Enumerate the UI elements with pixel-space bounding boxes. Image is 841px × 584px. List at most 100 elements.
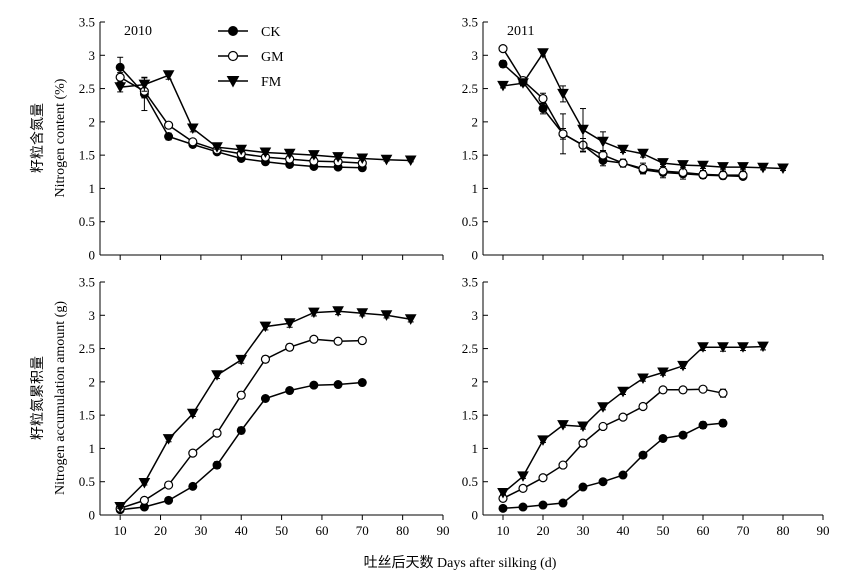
panel-bottom-left: 0 0.5 1 1.5 2 2.5 3 3.5 10 20 30 40 50 60 70 80 90 [79,275,450,539]
data-point-ck [698,420,708,430]
data-point-fm [235,144,248,156]
data-point-ck [618,470,628,480]
series-fm [497,48,789,175]
y-tick-label: 0 [472,508,479,523]
series-line-gm [502,48,743,176]
ylabel-top-en: Nitrogen content (%) [53,78,68,197]
data-point-fm [332,152,344,163]
y-tick-label: 3.5 [79,15,95,30]
x-tick-label: 10 [114,523,127,538]
data-point-gm [139,495,149,505]
data-point-fm [597,136,609,148]
data-point-fm [597,402,609,413]
x-tick-label: 50 [275,523,288,538]
data-point-fm [537,48,549,59]
data-point-gm [538,93,548,104]
data-point-fm [332,306,344,317]
series-line-ck [502,422,724,510]
data-point-gm [212,428,222,438]
data-point-fm [577,124,589,136]
data-point-ck [188,481,198,491]
series-gm [498,384,728,503]
y-tick-label: 1.5 [79,408,95,423]
x-tick-label: 30 [577,523,590,538]
y-tick-label: 2.5 [462,341,478,356]
data-point-fm [259,147,272,159]
data-point-gm [333,336,343,346]
data-point-gm [188,448,198,458]
data-point-ck [164,132,174,142]
y-tick-label: 2 [472,374,479,389]
panels: 00.511.522.533.5201000.511.522.533.52011… [79,15,830,539]
data-point-gm [598,150,608,160]
data-point-ck [357,378,367,388]
data-point-ck [558,498,568,508]
data-point-fm [259,321,272,333]
x-tick-label: 90 [817,523,830,538]
data-point-fm [380,154,393,166]
data-point-gm [598,421,608,432]
data-point-fm [657,367,669,379]
data-point-gm [164,480,174,490]
y-tick-label: 3 [89,308,96,323]
series-ck [498,418,728,513]
x-tick-label: 70 [737,523,750,538]
series-line-fm [119,310,411,508]
data-point-fm [697,160,709,172]
x-tick-label: 80 [777,523,790,538]
x-tick-label: 20 [154,523,167,538]
data-point-fm [697,342,709,353]
x-tick-label: 40 [235,523,248,538]
data-point-fm [356,308,369,319]
data-point-ck [115,62,125,72]
y-tick-label: 1.5 [462,408,478,423]
data-point-gm [558,460,568,470]
x-tick-label: 80 [396,523,409,538]
data-point-fm [637,373,649,385]
data-point-fm [517,471,529,482]
data-point-fm [677,160,689,171]
data-point-gm [678,385,688,395]
data-point-gm [357,335,367,346]
data-point-fm [757,162,769,174]
data-point-fm [380,310,393,321]
data-point-fm [283,318,296,329]
data-point-fm [637,148,649,160]
data-point-fm [404,314,417,325]
data-point-ck [538,500,548,510]
y-tick-label: 3.5 [79,275,95,290]
y-tick-label: 3 [472,48,479,63]
ylabel-bottom-cn: 籽粒氮累积量 [30,356,46,440]
data-point-ck [718,418,728,428]
data-point-gm [285,342,295,352]
data-point-fm [162,434,175,445]
data-point-ck [309,380,319,390]
data-point-fm [677,360,689,372]
data-point-ck [498,59,508,69]
data-point-gm [698,384,708,394]
data-point-fm [557,420,569,431]
y-tick-label: 2 [472,114,479,129]
x-tick-label: 10 [497,523,510,538]
data-point-fm [356,153,369,165]
data-point-gm [115,72,125,82]
data-point-ck [658,433,668,443]
y-tick-label: 2 [89,374,96,389]
panel-title: 2011 [507,24,534,39]
data-point-fm [138,478,151,489]
y-tick-label: 2.5 [79,341,95,356]
data-point-gm [638,401,648,412]
data-point-fm [114,82,127,93]
data-point-fm [717,342,729,353]
x-tick-label: 60 [697,523,710,538]
y-tick-label: 0.5 [462,474,478,489]
y-tick-label: 0.5 [462,214,478,229]
data-point-gm [518,483,528,493]
data-point-fm [737,342,749,353]
legend: CK GM FM [218,25,284,90]
data-point-fm [777,163,789,175]
data-point-fm [517,78,529,89]
y-tick-label: 3.5 [462,15,478,30]
series-line-ck [120,381,363,511]
